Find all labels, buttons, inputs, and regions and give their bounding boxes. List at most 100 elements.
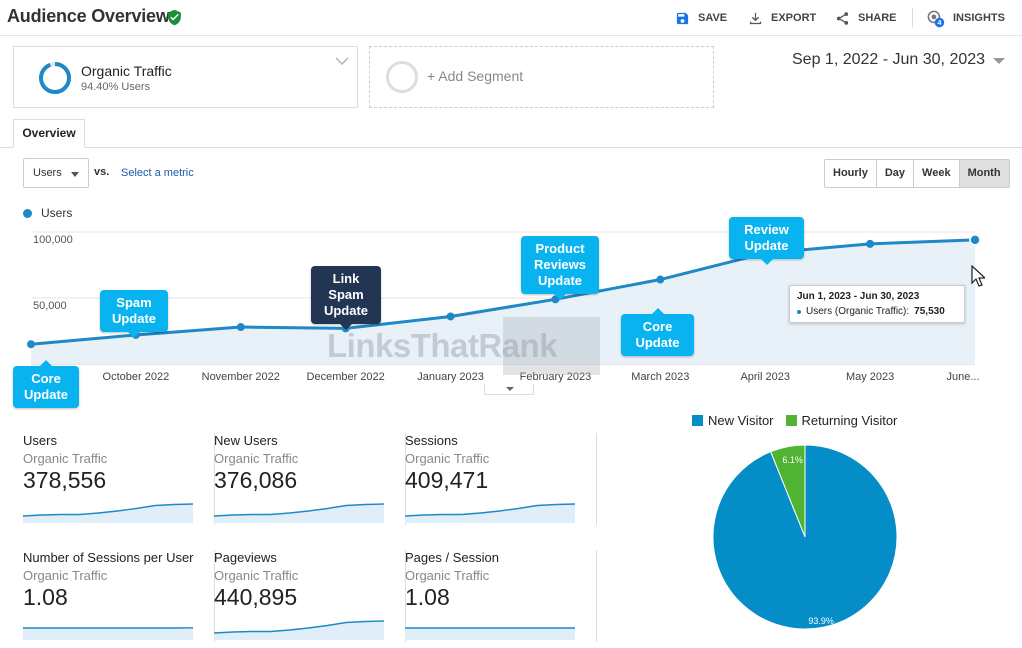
users-point[interactable] (446, 312, 455, 321)
x-tick-label: February 2023 (520, 371, 592, 383)
tile-label: New Users (214, 433, 278, 448)
sparkline-area (405, 628, 575, 640)
metric-tile-users: Users Organic Traffic 378,556 (23, 433, 215, 525)
week-button[interactable]: Week (914, 160, 960, 187)
insights-label: INSIGHTS (953, 12, 1005, 24)
share-button[interactable]: SHARE (835, 9, 897, 27)
x-tick-label: March 2023 (631, 371, 689, 383)
annotation-spam-update[interactable]: Spam Update (100, 290, 168, 338)
tooltip-line: Users (Organic Traffic): 75,530 (797, 306, 957, 317)
annotation-core-update-1[interactable]: Core Update (13, 360, 79, 408)
verified-shield-icon (168, 9, 181, 26)
sparkline-area (23, 627, 193, 640)
granularity-toggle: Hourly Day Week Month (824, 159, 1010, 188)
date-range-picker[interactable]: Sep 1, 2022 - Jun 30, 2023 (792, 51, 1006, 69)
caret-down-icon (71, 172, 79, 177)
day-button[interactable]: Day (876, 160, 915, 187)
tile-value: 440,895 (214, 584, 298, 610)
metric-tile-sessions-per-user: Number of Sessions per User Organic Traf… (23, 550, 215, 642)
add-segment-card[interactable]: + Add Segment (369, 46, 714, 108)
sparkline-area (23, 504, 193, 523)
save-button[interactable]: SAVE (675, 9, 727, 27)
users-point[interactable] (656, 275, 665, 284)
tile-sparkline (214, 620, 384, 640)
save-icon (676, 12, 689, 24)
date-range-label: Sep 1, 2022 - Jun 30, 2023 (792, 51, 986, 68)
pie-legend-new-visitor[interactable]: New Visitor (692, 413, 774, 428)
tab-divider (0, 147, 1022, 148)
tile-label: Sessions (405, 433, 458, 448)
tile-label: Pages / Session (405, 550, 499, 565)
mouse-cursor-icon (971, 265, 985, 287)
annotation-link-spam-update[interactable]: Link Spam Update (311, 266, 381, 330)
tab-overview[interactable]: Overview (13, 119, 85, 148)
legend-label-new-visitor: New Visitor (708, 413, 774, 428)
users-area (31, 239, 975, 364)
tile-segment: Organic Traffic (405, 568, 490, 583)
sparkline-area (214, 504, 384, 523)
segment-card-organic-traffic[interactable]: Organic Traffic 94.40% Users (13, 46, 358, 108)
segment-name: Organic Traffic (81, 63, 172, 79)
chart-tooltip: Jun 1, 2023 - Jun 30, 2023 Users (Organi… (789, 285, 965, 323)
annotation-core-update-2[interactable]: Core Update (621, 308, 694, 356)
chevron-down-icon[interactable] (335, 57, 349, 66)
pie-slice-label: 6.1% (782, 455, 803, 465)
metric-tile-pageviews: Pageviews Organic Traffic 440,895 (214, 550, 406, 642)
segment-share: 94.40% Users (81, 81, 151, 93)
sparkline-line (23, 503, 193, 517)
legend-label-returning-visitor: Returning Visitor (801, 413, 898, 428)
pie-legend: New Visitor Returning Visitor (692, 413, 897, 428)
x-tick-label: April 2023 (740, 371, 790, 383)
y-tick-label: 50,000 (33, 300, 67, 312)
export-button[interactable]: EXPORT (748, 9, 816, 27)
users-line-chart: 100,000 50,000 October 2022 November 2022 De… (27, 231, 981, 383)
tile-sparkline (405, 627, 575, 640)
tile-value: 378,556 (23, 467, 107, 493)
tooltip-series-label: Users (Organic Traffic): (806, 306, 910, 317)
tile-value: 1.08 (23, 584, 68, 610)
metric-tile-new-users: New Users Organic Traffic 376,086 (214, 433, 406, 525)
x-tick-label: January 2023 (417, 371, 484, 383)
users-line (30, 238, 976, 346)
share-label: SHARE (858, 12, 897, 24)
insights-button[interactable]: 4 INSIGHTS (926, 9, 1005, 27)
users-point[interactable] (866, 239, 875, 248)
hourly-button[interactable]: Hourly (825, 160, 877, 187)
tile-segment: Organic Traffic (23, 568, 108, 583)
metric-tile-pages-per-session: Pages / Session Organic Traffic 1.08 (405, 550, 597, 642)
chart-legend: Users (23, 206, 72, 220)
export-label: EXPORT (771, 12, 817, 24)
watermark: LinksThatRank (327, 317, 602, 375)
page-title: Audience Overview (7, 6, 170, 26)
annotation-review-update[interactable]: Review Update (729, 217, 804, 265)
x-tick-label: October 2022 (103, 371, 170, 383)
tile-segment: Organic Traffic (214, 568, 299, 583)
month-button[interactable]: Month (959, 160, 1009, 187)
x-tick-label: December 2022 (307, 371, 385, 383)
watermark-box (503, 317, 600, 375)
users-point[interactable] (969, 234, 981, 246)
pie-slice-new-visitor[interactable] (712, 444, 898, 630)
pie-slice-label: 93.9% (808, 616, 834, 626)
tooltip-date: Jun 1, 2023 - Jun 30, 2023 (797, 291, 920, 302)
select-metric-link[interactable]: Select a metric (121, 167, 194, 179)
empty-segment-ring-icon (386, 61, 418, 93)
tooltip-series-dot (797, 309, 801, 314)
tooltip-value: 75,530 (914, 306, 945, 317)
x-tick-label: November 2022 (202, 371, 280, 383)
tile-label: Number of Sessions per User (23, 550, 194, 565)
users-point[interactable] (27, 340, 35, 349)
annotation-product-reviews-update[interactable]: Product Reviews Update (521, 236, 599, 300)
tile-segment: Organic Traffic (405, 451, 490, 466)
tile-value: 1.08 (405, 584, 450, 610)
add-segment-label: + Add Segment (427, 68, 524, 84)
x-tick-label: June... (946, 371, 979, 383)
tile-sparkline (214, 503, 384, 523)
legend-dot-users (23, 208, 32, 218)
segment-ring-icon (39, 62, 71, 94)
insights-icon: 4 (927, 10, 945, 27)
pie-legend-returning-visitor[interactable]: Returning Visitor (785, 413, 898, 428)
users-point[interactable] (236, 323, 245, 332)
chart-expand-toggle[interactable] (484, 384, 534, 395)
metric-dropdown[interactable]: Users (23, 158, 89, 188)
